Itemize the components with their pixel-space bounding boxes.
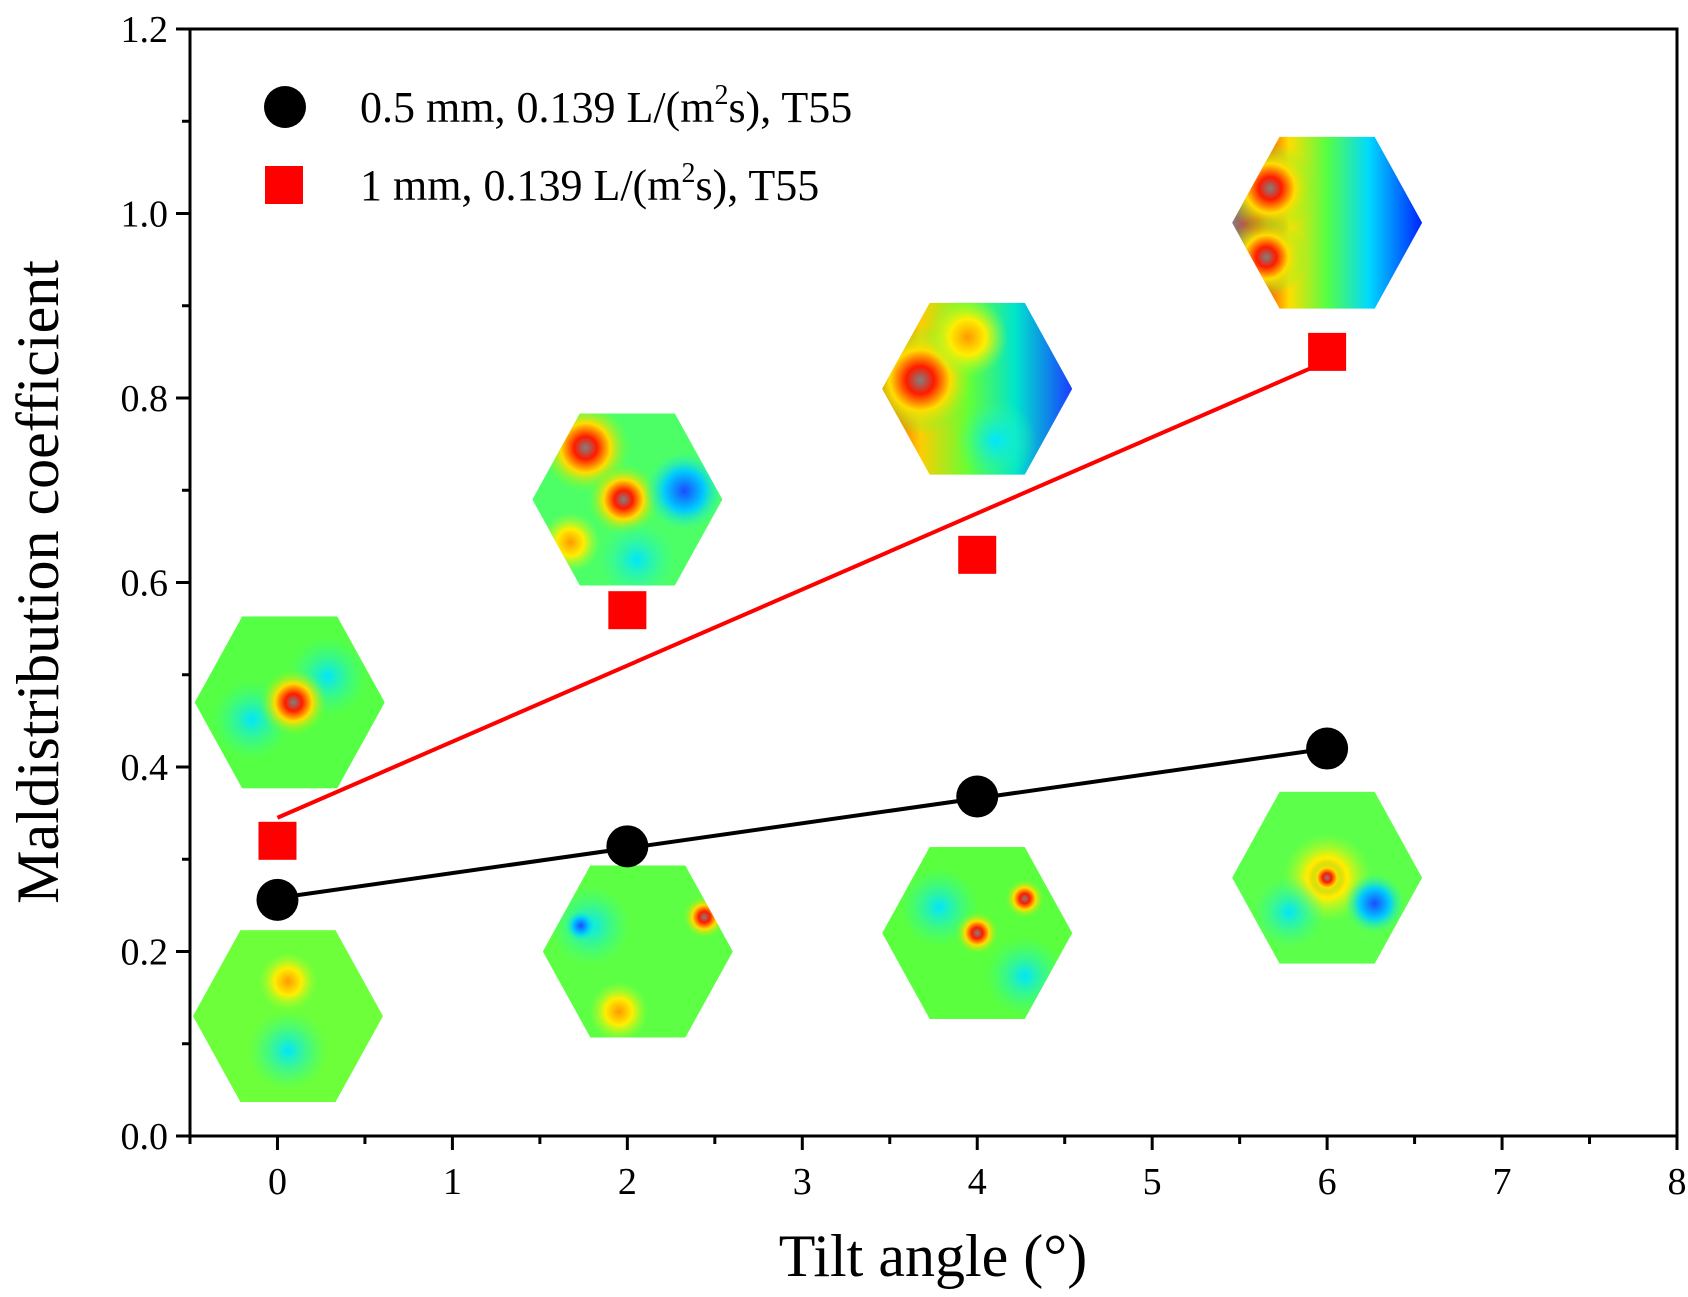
x-tick-label: 1 [443,1161,462,1203]
x-tick-label: 5 [1143,1161,1162,1203]
x-axis: 0 1 2 3 4 5 6 7 8 [188,1136,1687,1203]
data-point-square [258,821,297,860]
x-tick-label: 4 [968,1161,987,1203]
inset-blob [1232,217,1307,298]
contour-insets [192,136,1423,1103]
fit-line-series-1 [277,746,1328,900]
y-tick-label: 0.2 [121,932,169,974]
data-point-square [608,591,647,630]
data-points [256,332,1349,921]
contour-1mm-tilt-0 [194,616,385,789]
contour-0.5mm-tilt-6 [1232,791,1423,964]
inset-blob [587,463,660,536]
inset-blob [956,400,1037,475]
data-point-circle [1306,727,1349,770]
contour-1mm-tilt-6 [1232,136,1423,309]
inset-blob [984,936,1065,1017]
contour-1mm-tilt-4 [882,302,1073,475]
inset-blob [1344,873,1405,934]
data-point-circle [606,825,649,868]
data-point-circle [256,878,299,921]
y-axis: 0.0 0.2 0.4 0.6 0.8 1.0 1.2 [121,9,190,1158]
inset-blob [927,302,1008,378]
x-tick-label: 2 [618,1161,637,1203]
contour-0.5mm-tilt-2 [542,865,733,1038]
fit-lines [276,359,1328,900]
y-tick-label: 0.8 [121,378,169,420]
y-tick-label: 0.4 [121,747,169,789]
inset-blob [955,911,1000,956]
x-tick-label: 3 [793,1161,812,1203]
inset-blob [247,1010,328,1091]
legend-marker-square [265,166,303,204]
inset-blob [644,450,723,531]
data-point-square [1308,332,1347,371]
legend-label-series-2: 1 mm, 0.139 L/(m2s), T55 [360,158,819,210]
data-point-square [958,535,997,574]
x-tick-label: 0 [268,1161,287,1203]
inset-blob [540,512,601,573]
contour-0.5mm-tilt-4 [882,847,1073,1020]
legend: 0.5 mm, 0.139 L/(m2s), T55 1 mm, 0.139 L… [264,80,852,210]
contour-0.5mm-tilt-0 [192,930,383,1103]
inset-blob [1309,859,1346,896]
y-tick-label: 1.0 [121,194,169,236]
inset-blob [596,519,677,586]
inset-blob [1004,878,1045,919]
inset-blob [588,981,649,1038]
contour-1mm-tilt-2 [532,413,723,586]
y-tick-label: 1.2 [121,9,169,51]
legend-label-series-1: 0.5 mm, 0.139 L/(m2s), T55 [360,80,852,132]
inset-blob [257,951,318,1012]
fit-line-series-2 [276,359,1328,820]
x-tick-label: 6 [1318,1161,1337,1203]
y-tick-label: 0.0 [121,1116,169,1158]
x-tick-label: 8 [1668,1161,1687,1203]
x-axis-title: Tilt angle (°) [779,1223,1087,1289]
data-point-circle [956,775,999,818]
inset-blob [259,668,328,737]
y-tick-label: 0.6 [121,563,169,605]
inset-blob [682,895,727,940]
legend-marker-circle [264,86,306,128]
y-axis-title: Maldistribution coefficient [5,260,71,904]
inset-blob [564,909,597,942]
inset-blob [1253,876,1326,949]
x-tick-label: 7 [1493,1161,1512,1203]
